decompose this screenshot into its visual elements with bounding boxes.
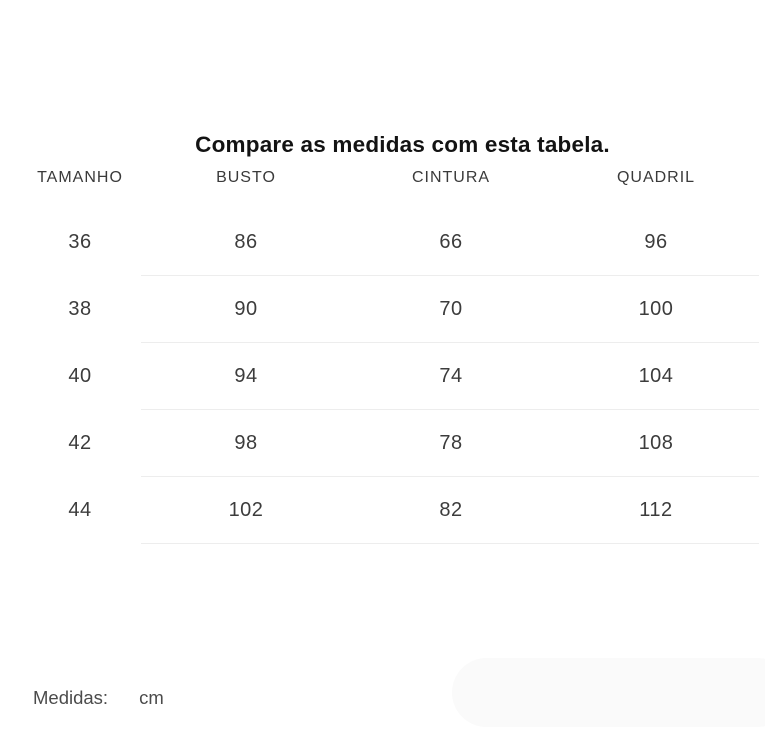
table-row: 38 90 70 100 [0, 276, 759, 343]
cell-waist: 82 [439, 499, 463, 521]
table-header-row: TAMANHO BUSTO CINTURA QUADRIL [0, 168, 742, 188]
cell-size: 44 [68, 499, 92, 521]
cell-waist: 70 [439, 298, 463, 320]
cell-size: 38 [68, 298, 92, 320]
cell-bust: 86 [234, 231, 258, 253]
cell-size: 42 [68, 432, 92, 454]
measurements-label: Medidas: [33, 687, 109, 708]
column-header-quadril: QUADRIL [616, 169, 696, 186]
cell-waist: 78 [439, 432, 463, 454]
page-title: Compare as medidas com esta tabela. [195, 132, 610, 158]
cell-hip: 108 [638, 432, 674, 454]
table-row: 44 102 82 112 [0, 477, 759, 544]
table-row: 42 98 78 108 [0, 410, 759, 477]
cell-hip: 100 [638, 298, 674, 320]
table-row: 40 94 74 104 [0, 343, 759, 410]
cell-hip: 104 [638, 365, 674, 387]
table-body: 36 86 66 96 38 90 70 100 40 94 74 104 42… [0, 209, 759, 544]
column-header-busto: BUSTO [216, 169, 276, 186]
column-header-tamanho: TAMANHO [37, 169, 123, 186]
cell-bust: 94 [234, 365, 258, 387]
cell-hip: 96 [644, 231, 668, 253]
cell-bust: 90 [234, 298, 258, 320]
cell-waist: 74 [439, 365, 463, 387]
cell-waist: 66 [439, 231, 463, 253]
measurements-unit: cm [139, 687, 164, 708]
cell-size: 40 [68, 365, 92, 387]
cell-bust: 98 [234, 432, 258, 454]
table-row: 36 86 66 96 [0, 209, 759, 276]
cell-hip: 112 [639, 499, 673, 521]
bottom-right-pill-shape [452, 658, 765, 727]
measurements-unit-note: Medidas: cm [33, 687, 164, 709]
cell-bust: 102 [228, 499, 264, 521]
column-header-cintura: CINTURA [411, 169, 491, 186]
cell-size: 36 [68, 231, 92, 253]
